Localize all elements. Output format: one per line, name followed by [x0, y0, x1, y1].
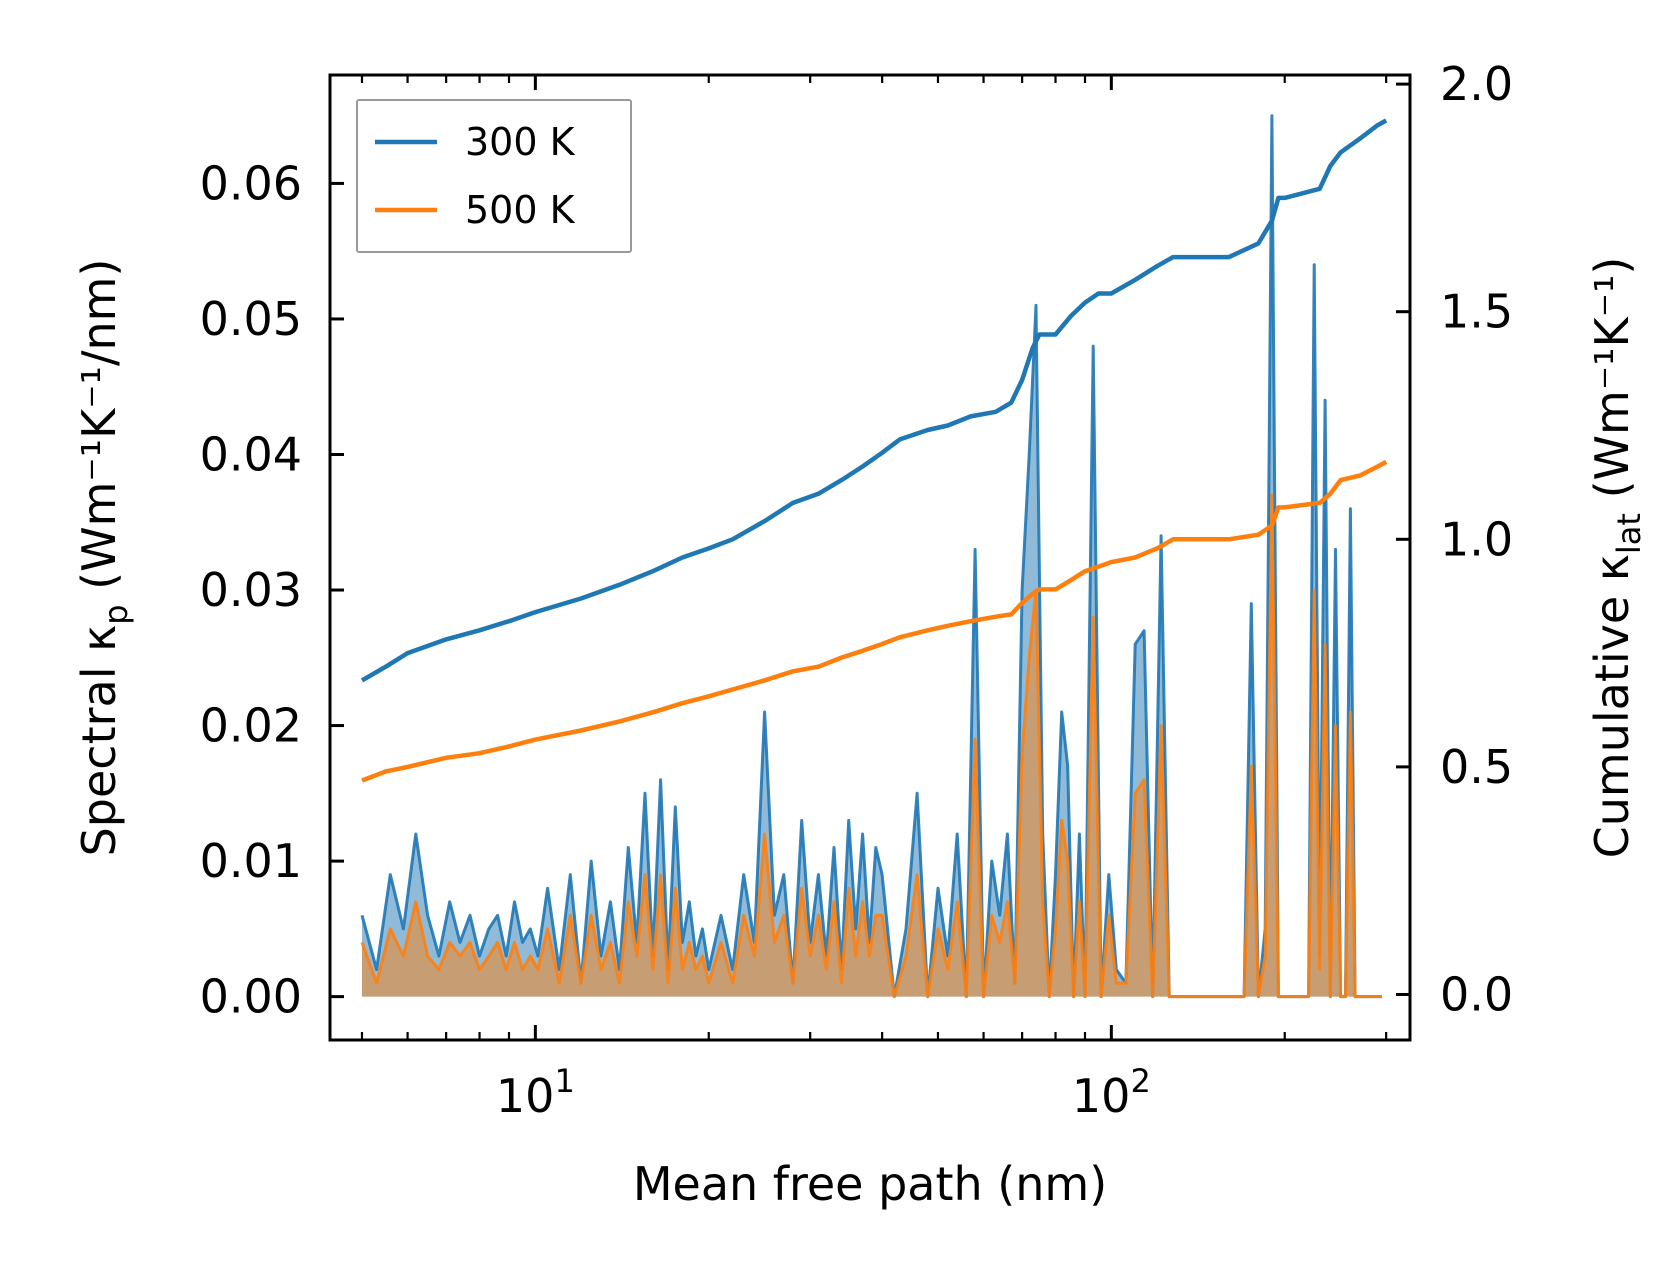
right-y-tick-label: 1.0 [1440, 512, 1513, 566]
left-y-tick-label: 0.00 [200, 970, 302, 1024]
spectral-fill-layer [360, 114, 1382, 999]
right-y-label-suffix: (Wm⁻¹K⁻¹) [1585, 257, 1639, 513]
series-line-layer [360, 118, 1388, 783]
label-layer: 0.00 0.01 0.02 0.03 0.04 0.05 0.06 0.0 0.5 1.0 1.5… [72, 57, 1648, 1211]
cumulative-line-500k [361, 459, 1388, 783]
plot-frame [328, 73, 1412, 1042]
legend-box [356, 99, 632, 253]
left-y-tick-label: 0.04 [200, 427, 302, 481]
left-y-tick-label: 0.05 [200, 292, 302, 346]
left-y-tick-label: 0.02 [200, 699, 302, 753]
right-y-axis-label: Cumulative κlat (Wm⁻¹K⁻¹) [1585, 257, 1648, 859]
left-y-label-subscript: p [97, 604, 135, 624]
right-y-tick-label: 1.5 [1440, 285, 1513, 339]
right-y-tick-label: 0.5 [1440, 740, 1513, 794]
legend-label-500k: 500 K [465, 188, 576, 232]
x-tick-exponent: 1 [554, 1062, 574, 1100]
x-tick-base: 10 [1072, 1069, 1131, 1123]
axes-layer [328, 73, 1412, 1042]
left-y-tick-label: 0.01 [200, 834, 302, 888]
spectral-line-500k [360, 493, 1382, 999]
right-y-label-prefix: Cumulative κ [1585, 554, 1639, 858]
left-y-tick-label: 0.03 [200, 563, 302, 617]
cumulative-line-300k [360, 118, 1388, 683]
left-y-tick-label: 0.06 [200, 156, 302, 210]
left-y-label-prefix: Spectral κ [72, 625, 126, 857]
x-tick-base: 10 [496, 1069, 555, 1123]
x-axis-label: Mean free path (nm) [633, 1157, 1107, 1211]
x-tick-label: 101 [496, 1062, 575, 1123]
right-y-tick-label: 2.0 [1440, 57, 1513, 111]
legend: 300 K 500 K [356, 99, 632, 253]
right-y-label-subscript: lat [1610, 513, 1648, 554]
right-y-tick-label: 0.0 [1440, 967, 1513, 1021]
x-tick-exponent: 2 [1130, 1062, 1150, 1100]
x-tick-label: 102 [1072, 1062, 1151, 1123]
legend-label-300k: 300 K [465, 120, 576, 164]
left-y-axis-label: Spectral κp (Wm⁻¹K⁻¹/nm) [72, 259, 135, 857]
left-y-label-suffix: (Wm⁻¹K⁻¹/nm) [72, 259, 126, 605]
